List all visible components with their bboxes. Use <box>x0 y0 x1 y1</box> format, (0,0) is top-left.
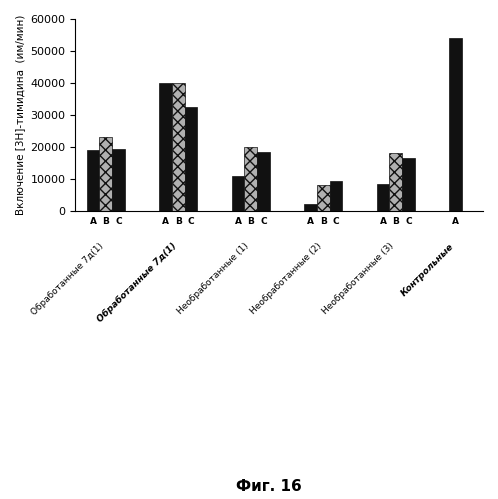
Text: B: B <box>392 217 399 226</box>
Text: Контрольные: Контрольные <box>399 242 456 298</box>
Bar <box>449 38 462 211</box>
Text: Необработанные (3): Необработанные (3) <box>321 242 396 316</box>
Bar <box>172 83 185 211</box>
Bar <box>159 83 172 211</box>
Bar <box>257 152 270 211</box>
Text: B: B <box>103 217 109 226</box>
Bar <box>245 147 257 211</box>
Text: Необработанные (1): Необработанные (1) <box>176 242 251 316</box>
Text: A: A <box>452 217 459 226</box>
Text: C: C <box>188 217 194 226</box>
Bar <box>317 185 330 211</box>
Bar <box>389 153 402 211</box>
Text: A: A <box>162 217 169 226</box>
Bar <box>232 176 245 211</box>
Text: A: A <box>379 217 386 226</box>
Text: C: C <box>405 217 412 226</box>
Text: Обработанные 7д(1): Обработанные 7д(1) <box>96 242 178 324</box>
Text: Фиг. 16: Фиг. 16 <box>236 479 302 494</box>
Text: Обработанные 7д(1): Обработанные 7д(1) <box>30 242 106 317</box>
Text: A: A <box>307 217 314 226</box>
Bar <box>185 107 197 211</box>
Bar <box>330 181 343 211</box>
Text: A: A <box>90 217 97 226</box>
Text: C: C <box>333 217 339 226</box>
Bar <box>304 204 317 211</box>
Text: C: C <box>260 217 267 226</box>
Bar <box>100 137 112 211</box>
Bar <box>402 158 415 211</box>
Text: Необработанные (2): Необработанные (2) <box>249 242 323 316</box>
Text: B: B <box>320 217 327 226</box>
Bar <box>376 184 389 211</box>
Text: A: A <box>235 217 242 226</box>
Text: B: B <box>248 217 254 226</box>
Bar <box>87 150 100 211</box>
Text: C: C <box>115 217 122 226</box>
Y-axis label: Включение [3H]-тимидина  (им/мин): Включение [3H]-тимидина (им/мин) <box>15 15 25 215</box>
Text: B: B <box>175 217 182 226</box>
Bar <box>112 149 125 211</box>
